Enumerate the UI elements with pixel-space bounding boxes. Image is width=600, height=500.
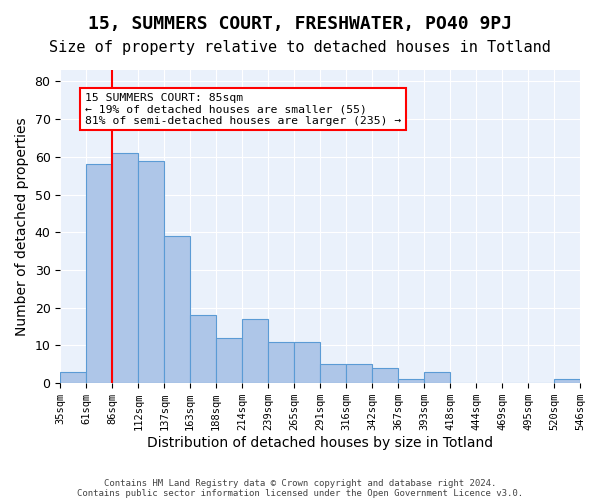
Bar: [398, 380, 424, 383]
Bar: [268, 342, 294, 383]
Bar: [554, 380, 580, 383]
Bar: [138, 160, 164, 383]
Bar: [372, 368, 398, 383]
Bar: [164, 236, 190, 383]
Bar: [60, 372, 86, 383]
Bar: [112, 153, 138, 383]
Y-axis label: Number of detached properties: Number of detached properties: [15, 118, 29, 336]
Text: 15 SUMMERS COURT: 85sqm
← 19% of detached houses are smaller (55)
81% of semi-de: 15 SUMMERS COURT: 85sqm ← 19% of detache…: [85, 92, 401, 126]
Text: 15, SUMMERS COURT, FRESHWATER, PO40 9PJ: 15, SUMMERS COURT, FRESHWATER, PO40 9PJ: [88, 15, 512, 33]
Bar: [190, 316, 216, 383]
X-axis label: Distribution of detached houses by size in Totland: Distribution of detached houses by size …: [147, 436, 493, 450]
Bar: [424, 372, 450, 383]
Bar: [346, 364, 372, 383]
Text: Contains HM Land Registry data © Crown copyright and database right 2024.: Contains HM Land Registry data © Crown c…: [104, 478, 496, 488]
Bar: [320, 364, 346, 383]
Bar: [294, 342, 320, 383]
Bar: [242, 319, 268, 383]
Bar: [86, 164, 112, 383]
Bar: [216, 338, 242, 383]
Text: Contains public sector information licensed under the Open Government Licence v3: Contains public sector information licen…: [77, 488, 523, 498]
Text: Size of property relative to detached houses in Totland: Size of property relative to detached ho…: [49, 40, 551, 55]
